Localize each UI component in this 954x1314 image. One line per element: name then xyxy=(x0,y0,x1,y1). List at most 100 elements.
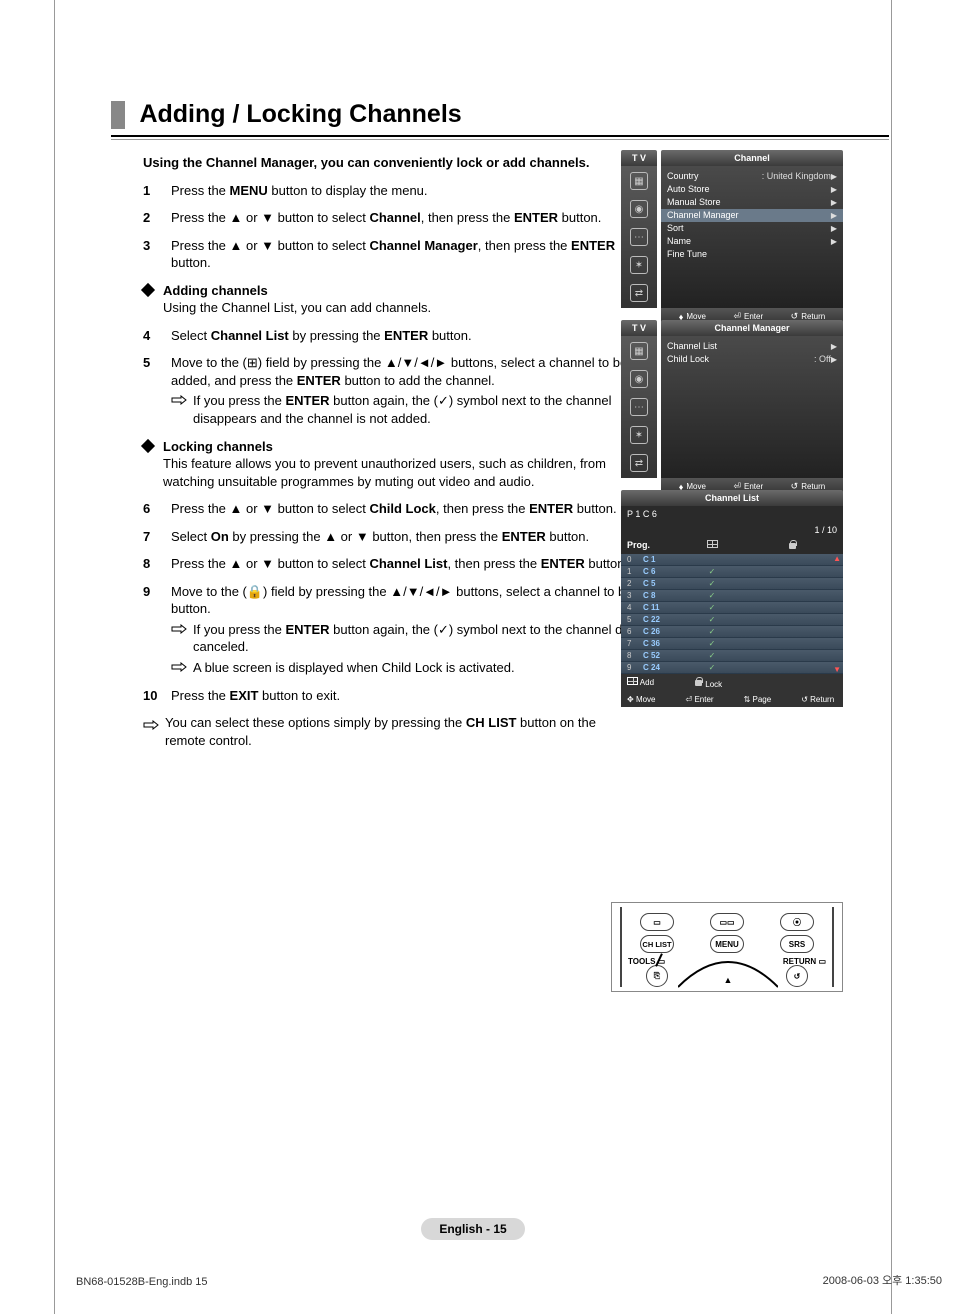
remote-srs-button: SRS xyxy=(780,935,814,953)
remote-return-label: RETURN ▭ xyxy=(783,957,826,966)
svg-text:▲: ▲ xyxy=(724,975,733,985)
osd-icon-column: ▦ ◉ ⋯ ✶ ⇄ xyxy=(621,166,657,308)
osd-row: Auto Store▶ xyxy=(667,183,837,196)
step-2: 2Press the ▲ or ▼ button to select Chann… xyxy=(143,209,643,227)
picture-icon: ▦ xyxy=(630,342,648,360)
cl-rows: ▲ 0C 11C 6✓2C 5✓3C 8✓4C 11✓5C 22✓6C 26✓7… xyxy=(621,554,843,674)
subhead-desc: Using the Channel List, you can add chan… xyxy=(163,300,431,315)
subheading-locking: Locking channels This feature allows you… xyxy=(143,438,643,491)
cl-current: P 1 C 6 xyxy=(627,509,657,519)
lock-icon xyxy=(747,540,837,552)
cl-row: 8C 52✓ xyxy=(621,650,843,662)
step-text: Move to the (⊞) field by pressing the ▲/… xyxy=(171,355,627,388)
step-text: Press the ▲ or ▼ button to select Channe… xyxy=(171,555,643,573)
remote-diagram: ▭ ▭▭ ⦿ CH LIST MENU SRS TOOLS ▭ RETURN ▭… xyxy=(611,902,843,992)
title-rule-1 xyxy=(111,135,889,137)
cl-row: 1C 6✓ xyxy=(621,566,843,578)
step-num: 4 xyxy=(143,327,171,345)
step-1: 1Press the MENU button to display the me… xyxy=(143,182,643,200)
cl-footer-2: ✥ Move ⏎ Enter ⇅ Page ↺ Return xyxy=(621,692,843,707)
osd-row: Channel List▶ xyxy=(667,340,837,353)
step-num: 6 xyxy=(143,500,171,518)
osd-title: Channel xyxy=(661,150,843,166)
step-6: 6Press the ▲ or ▼ button to select Child… xyxy=(143,500,643,518)
sound-icon: ◉ xyxy=(630,200,648,218)
osd-channel-menu: T V Channel ▦ ◉ ⋯ ✶ ⇄ Country: United Ki… xyxy=(621,150,843,325)
osd-menu-list: Country: United Kingdom▶Auto Store▶Manua… xyxy=(661,166,843,308)
step-num: 9 xyxy=(143,583,171,677)
subhead-desc: This feature allows you to prevent unaut… xyxy=(163,456,606,489)
setup-icon: ✶ xyxy=(630,426,648,444)
page-title: Adding / Locking Channels xyxy=(139,100,461,129)
cl-page: 1 / 10 xyxy=(814,525,837,535)
step-3: 3Press the ▲ or ▼ button to select Chann… xyxy=(143,237,643,272)
osd-channel-manager: T V Channel Manager ▦ ◉ ⋯ ✶ ⇄ Channel Li… xyxy=(621,320,843,495)
cl-row: 6C 26✓ xyxy=(621,626,843,638)
step-num: 8 xyxy=(143,555,171,573)
step-text: Select On by pressing the ▲ or ▼ button,… xyxy=(171,528,643,546)
note-arrow-icon xyxy=(171,659,189,677)
step-5: 5 Move to the (⊞) field by pressing the … xyxy=(143,354,643,427)
step-num: 3 xyxy=(143,237,171,272)
step-text: Press the MENU button to display the men… xyxy=(171,182,643,200)
cl-add: Add xyxy=(627,677,654,689)
step-text: Select Channel List by pressing the ENTE… xyxy=(171,327,643,345)
channel-icon: ⋯ xyxy=(630,398,648,416)
remote-btn-small: ⦿ xyxy=(780,913,814,931)
step-4: 4Select Channel List by pressing the ENT… xyxy=(143,327,643,345)
cl-return: ↺ Return xyxy=(801,695,834,704)
cl-lock: Lock xyxy=(694,677,722,689)
cl-row: 5C 22✓ xyxy=(621,614,843,626)
content: Using the Channel Manager, you can conve… xyxy=(143,154,643,749)
note-arrow-icon xyxy=(171,621,189,656)
remote-menu-button: MENU xyxy=(710,935,744,953)
picture-icon: ▦ xyxy=(630,172,648,190)
step-list: 1Press the MENU button to display the me… xyxy=(143,182,643,573)
remote-nav-arc: ▲ xyxy=(678,957,778,989)
cl-page-nav: ⇅ Page xyxy=(744,695,772,704)
diamond-icon xyxy=(141,438,155,452)
page-footer: English - 15 xyxy=(55,1218,891,1240)
step-num: 5 xyxy=(143,354,171,427)
cl-enter: ⏎ Enter xyxy=(686,695,714,704)
page: Adding / Locking Channels Using the Chan… xyxy=(54,0,892,1314)
input-icon: ⇄ xyxy=(630,454,648,472)
cl-move: ✥ Move xyxy=(627,695,656,704)
cl-row: 9C 24✓ xyxy=(621,662,843,674)
osd-menu-list: Channel List▶Child Lock: Off▶ xyxy=(661,336,843,478)
note-arrow-icon xyxy=(171,392,189,427)
page-number: English - 15 xyxy=(421,1218,524,1240)
title-bar-icon xyxy=(111,101,125,129)
remote-tools-button: ⎘ xyxy=(646,965,668,987)
diamond-icon xyxy=(141,283,155,297)
osd-row: Manual Store▶ xyxy=(667,196,837,209)
subhead-title: Adding channels xyxy=(163,283,268,298)
cl-row: 4C 11✓ xyxy=(621,602,843,614)
osd-tv-label: T V xyxy=(621,150,657,166)
step-7: 7Select On by pressing the ▲ or ▼ button… xyxy=(143,528,643,546)
sound-icon: ◉ xyxy=(630,370,648,388)
cl-row: 0C 1 xyxy=(621,554,843,566)
osd-row: Child Lock: Off▶ xyxy=(667,353,837,366)
osd-tv-label: T V xyxy=(621,320,657,336)
remote-return-button: ↺ xyxy=(786,965,808,987)
step-text: Press the ▲ or ▼ button to select Channe… xyxy=(171,237,643,272)
cl-hdr-prog: Prog. xyxy=(627,540,677,552)
cl-footer-1: Add Lock xyxy=(621,674,843,692)
doc-footer-left: BN68-01528B-Eng.indb 15 xyxy=(76,1276,207,1288)
cl-title: Channel List xyxy=(621,490,843,506)
subhead-title: Locking channels xyxy=(163,439,273,454)
intro-text: Using the Channel Manager, you can conve… xyxy=(143,154,643,172)
setup-icon: ✶ xyxy=(630,256,648,274)
final-note: You can select these options simply by p… xyxy=(143,714,623,749)
step-num: 10 xyxy=(143,687,171,705)
note-text: You can select these options simply by p… xyxy=(165,714,623,749)
osd-row: Fine Tune xyxy=(667,248,837,261)
remote-btn-small: ▭ xyxy=(640,913,674,931)
cl-row: 7C 36✓ xyxy=(621,638,843,650)
input-icon: ⇄ xyxy=(630,284,648,302)
note: If you press the ENTER button again, the… xyxy=(171,392,643,427)
step-8: 8Press the ▲ or ▼ button to select Chann… xyxy=(143,555,643,573)
note-text: If you press the ENTER button again, the… xyxy=(193,392,643,427)
step-text: Press the ▲ or ▼ button to select Child … xyxy=(171,500,643,518)
